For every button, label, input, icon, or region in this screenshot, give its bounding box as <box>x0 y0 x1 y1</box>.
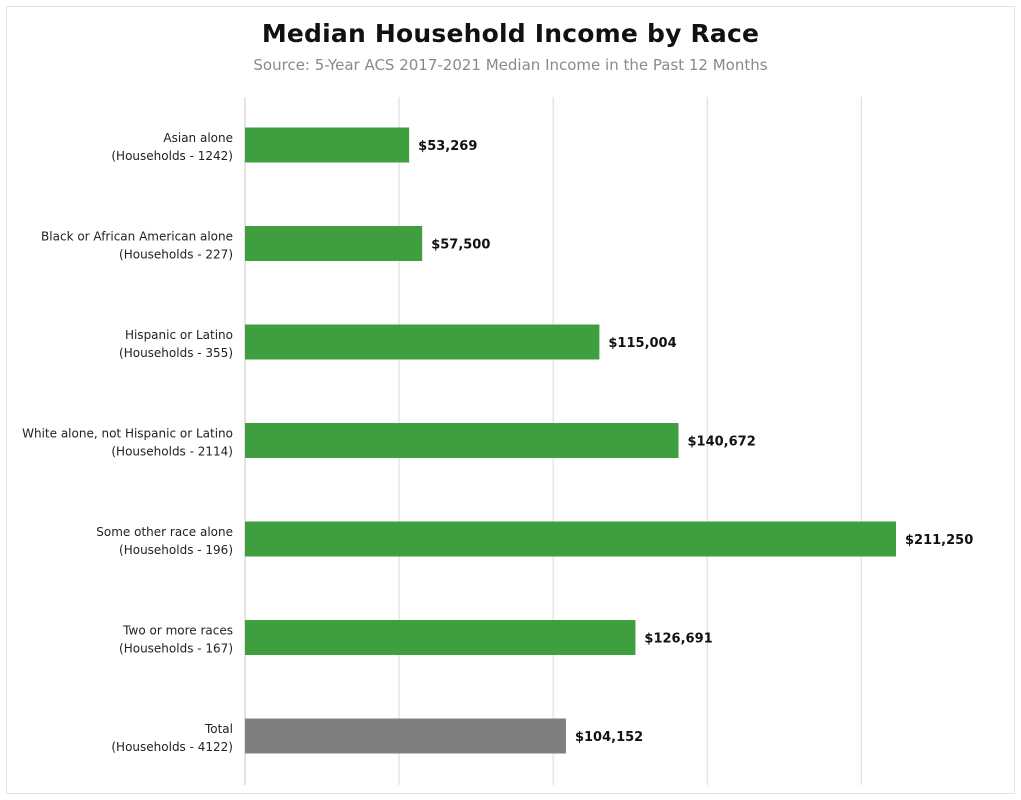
bar <box>245 620 636 655</box>
category-label: White alone, not Hispanic or Latino <box>22 427 233 441</box>
bar-total <box>245 718 566 754</box>
bar <box>245 423 679 458</box>
bar <box>245 226 423 261</box>
category-household-count: (Households - 355) <box>119 346 233 360</box>
bar <box>245 127 410 163</box>
category-household-count: (Households - 167) <box>119 642 233 656</box>
category-label: Total <box>204 722 233 736</box>
chart-subtitle: Source: 5-Year ACS 2017-2021 Median Inco… <box>253 56 768 74</box>
category-label: Two or more races <box>122 624 233 638</box>
category-household-count: (Households - 196) <box>119 543 233 557</box>
category-household-count: (Households - 4122) <box>111 740 233 754</box>
data-label: $53,269 <box>418 139 477 154</box>
data-label: $211,250 <box>905 533 973 548</box>
data-label: $126,691 <box>644 632 712 647</box>
category-label: Black or African American alone <box>41 230 233 244</box>
bar <box>245 521 896 557</box>
chart-title: Median Household Income by Race <box>261 19 760 48</box>
category-household-count: (Households - 1242) <box>111 149 233 163</box>
category-label: Asian alone <box>163 131 233 145</box>
category-label: Some other race alone <box>96 525 233 539</box>
category-label: Hispanic or Latino <box>125 328 233 342</box>
category-household-count: (Households - 2114) <box>111 445 233 459</box>
labels: $53,269 Asian alone (Households - 1242) $57… <box>22 131 973 754</box>
data-label: $140,672 <box>688 435 756 450</box>
data-label: $104,152 <box>575 730 643 745</box>
chart-frame <box>6 6 1015 794</box>
bar <box>245 324 600 360</box>
category-household-count: (Households - 227) <box>119 248 233 262</box>
bars <box>245 127 896 754</box>
data-label: $115,004 <box>608 336 676 351</box>
data-label: $57,500 <box>431 238 490 253</box>
